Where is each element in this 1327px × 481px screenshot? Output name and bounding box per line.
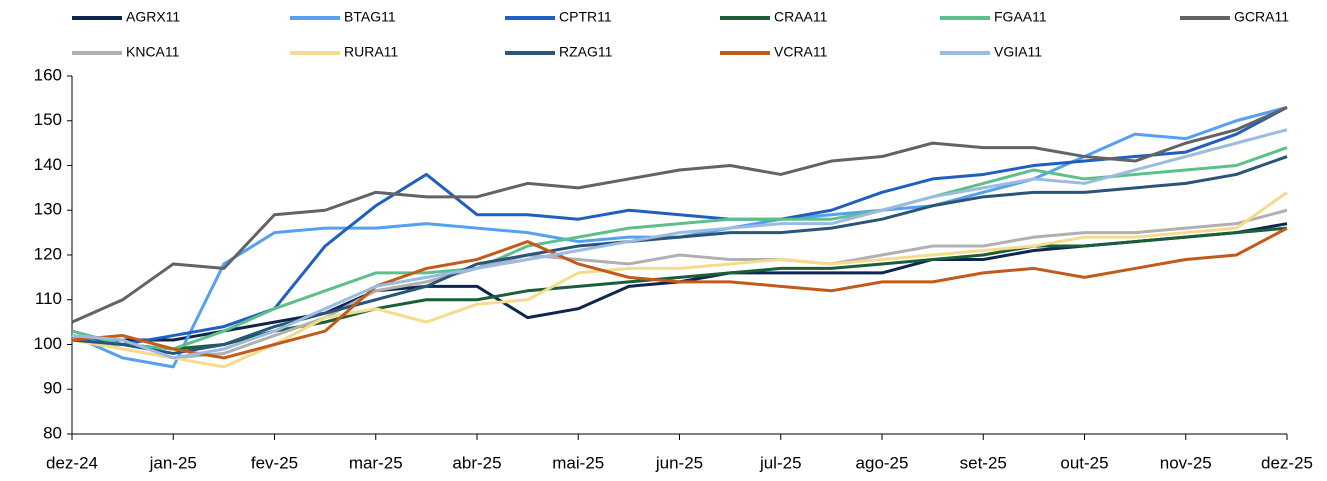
legend-label: CRAA11 — [774, 9, 828, 25]
legend-label: VGIA11 — [994, 44, 1042, 60]
x-tick-label: jun-25 — [655, 453, 703, 472]
series-line — [71, 105, 1288, 346]
legend-label: RURA11 — [344, 44, 398, 60]
y-tick-label: 150 — [34, 110, 62, 129]
series-line — [71, 226, 1288, 360]
y-tick-label: 160 — [34, 65, 62, 84]
legend-label: KNCA11 — [126, 44, 180, 60]
y-tick-label: 100 — [34, 334, 62, 353]
series-line — [71, 146, 1288, 351]
series-line — [71, 208, 1288, 360]
x-tick-label: mar-25 — [349, 453, 403, 472]
legend-label: CPTR11 — [559, 9, 612, 25]
legend-label: FGAA11 — [994, 9, 1047, 25]
series-line — [71, 128, 1288, 360]
x-tick-label: out-25 — [1060, 453, 1108, 472]
x-tick-label: fev-25 — [251, 453, 298, 472]
x-tick-label: dez-25 — [1261, 453, 1313, 472]
x-tick-label: mai-25 — [552, 453, 604, 472]
y-tick-label: 140 — [34, 155, 62, 174]
x-tick-label: ago-25 — [856, 453, 909, 472]
legend-label: VCRA11 — [774, 44, 828, 60]
x-tick-label: dez-24 — [46, 453, 98, 472]
legend-label: RZAG11 — [559, 44, 613, 60]
y-tick-label: 90 — [43, 379, 62, 398]
y-tick-label: 120 — [34, 244, 62, 263]
x-tick-label: jul-25 — [759, 453, 802, 472]
series-line — [71, 155, 1288, 355]
y-tick-label: 80 — [43, 423, 62, 442]
x-tick-label: nov-25 — [1160, 453, 1212, 472]
y-tick-label: 130 — [34, 200, 62, 219]
x-tick-label: set-25 — [960, 453, 1007, 472]
y-tick-label: 110 — [35, 289, 62, 308]
legend-label: GCRA11 — [1234, 9, 1289, 25]
series-line — [71, 105, 1288, 324]
series-line — [71, 191, 1288, 369]
legend-label: AGRX11 — [126, 9, 180, 25]
x-tick-label: abr-25 — [452, 453, 501, 472]
x-tick-label: jan-25 — [149, 453, 197, 472]
legend-label: BTAG11 — [344, 9, 396, 25]
